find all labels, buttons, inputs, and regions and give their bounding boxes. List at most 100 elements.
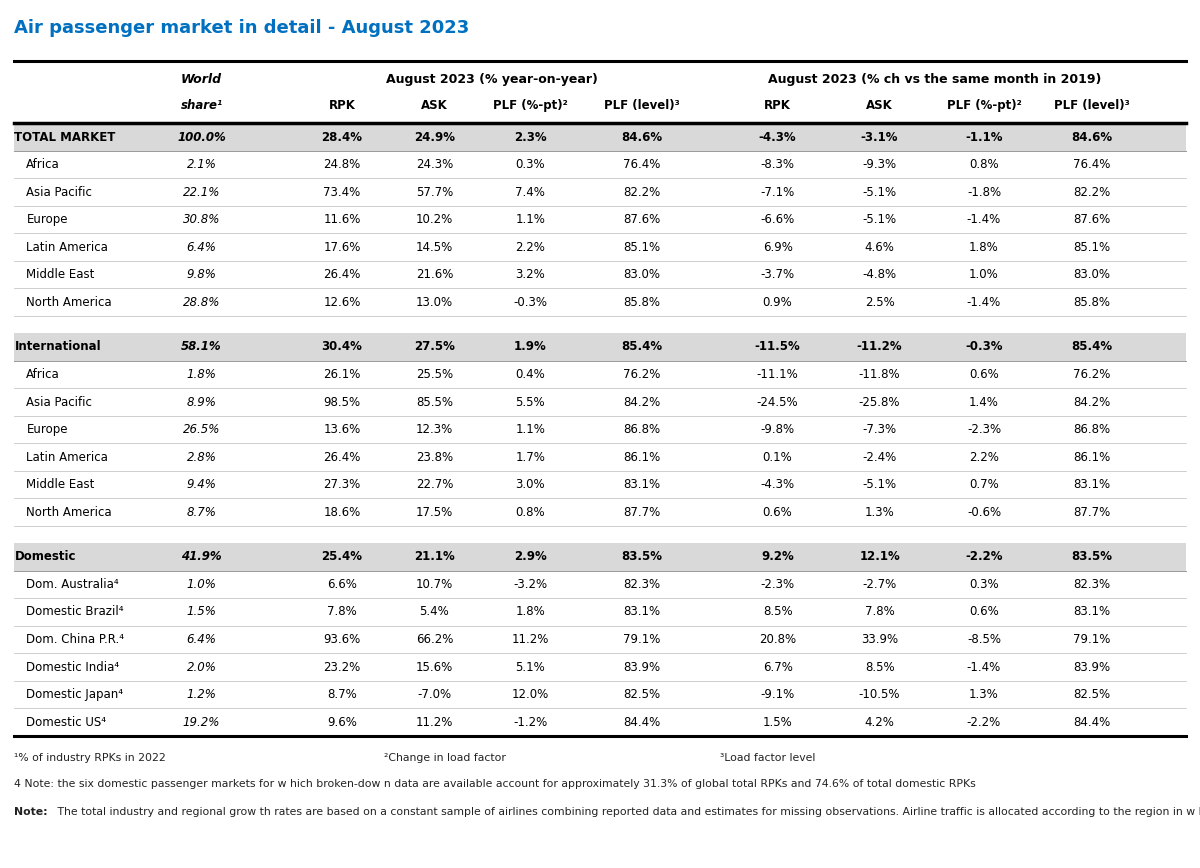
- Text: 76.4%: 76.4%: [623, 158, 661, 171]
- Text: 25.5%: 25.5%: [416, 368, 452, 381]
- Text: 83.1%: 83.1%: [624, 478, 660, 491]
- Text: 58.1%: 58.1%: [181, 340, 222, 353]
- Text: 9.6%: 9.6%: [328, 715, 356, 728]
- Text: 24.8%: 24.8%: [323, 158, 361, 171]
- Text: 73.4%: 73.4%: [323, 186, 361, 199]
- Text: -8.3%: -8.3%: [761, 158, 794, 171]
- Text: 0.1%: 0.1%: [763, 450, 792, 464]
- Text: 1.0%: 1.0%: [970, 268, 998, 281]
- Text: 85.8%: 85.8%: [1074, 296, 1110, 309]
- Text: -5.1%: -5.1%: [863, 213, 896, 226]
- Text: 1.1%: 1.1%: [516, 213, 545, 226]
- Text: -7.0%: -7.0%: [418, 688, 451, 701]
- Text: 2.1%: 2.1%: [187, 158, 216, 171]
- Text: 76.2%: 76.2%: [1073, 368, 1111, 381]
- Text: 1.3%: 1.3%: [970, 688, 998, 701]
- Text: 5.1%: 5.1%: [516, 661, 545, 674]
- Bar: [14, 543, 1186, 570]
- Text: 3.0%: 3.0%: [516, 478, 545, 491]
- Text: 2.2%: 2.2%: [516, 240, 545, 253]
- Text: -7.3%: -7.3%: [863, 423, 896, 436]
- Text: Air passenger market in detail - August 2023: Air passenger market in detail - August …: [14, 19, 469, 36]
- Text: 2.2%: 2.2%: [970, 450, 998, 464]
- Text: 10.2%: 10.2%: [415, 213, 454, 226]
- Text: 17.5%: 17.5%: [415, 505, 454, 518]
- Text: 86.8%: 86.8%: [1074, 423, 1110, 436]
- Text: 12.3%: 12.3%: [415, 423, 454, 436]
- Text: International: International: [14, 340, 101, 353]
- Text: 1.1%: 1.1%: [516, 423, 545, 436]
- Text: -9.3%: -9.3%: [863, 158, 896, 171]
- Text: -1.4%: -1.4%: [967, 661, 1001, 674]
- Text: 83.0%: 83.0%: [624, 268, 660, 281]
- Text: share¹: share¹: [180, 100, 223, 112]
- Text: 4 Note: the six domestic passenger markets for w hich broken-dow n data are avai: 4 Note: the six domestic passenger marke…: [14, 779, 976, 789]
- Text: PLF (level)³: PLF (level)³: [604, 100, 680, 112]
- Text: ASK: ASK: [421, 100, 448, 112]
- Text: Domestic India⁴: Domestic India⁴: [26, 661, 120, 674]
- Text: Africa: Africa: [26, 368, 60, 381]
- Text: 11.6%: 11.6%: [323, 213, 361, 226]
- Text: Europe: Europe: [26, 423, 68, 436]
- Text: -24.5%: -24.5%: [757, 396, 798, 409]
- Text: -3.2%: -3.2%: [514, 578, 547, 591]
- Text: August 2023 (% year-on-year): August 2023 (% year-on-year): [386, 74, 598, 86]
- Text: 82.3%: 82.3%: [1074, 578, 1110, 591]
- Text: 1.0%: 1.0%: [187, 578, 216, 591]
- Text: -0.3%: -0.3%: [965, 340, 1003, 353]
- Text: 1.8%: 1.8%: [970, 240, 998, 253]
- Text: -5.1%: -5.1%: [863, 478, 896, 491]
- Text: Africa: Africa: [26, 158, 60, 171]
- Text: -10.5%: -10.5%: [859, 688, 900, 701]
- Text: 76.2%: 76.2%: [623, 368, 661, 381]
- Text: 22.1%: 22.1%: [182, 186, 221, 199]
- Text: -4.8%: -4.8%: [863, 268, 896, 281]
- Text: 85.5%: 85.5%: [416, 396, 452, 409]
- Text: 10.7%: 10.7%: [415, 578, 454, 591]
- Text: -9.1%: -9.1%: [761, 688, 794, 701]
- Text: -1.4%: -1.4%: [967, 296, 1001, 309]
- Text: 21.6%: 21.6%: [415, 268, 454, 281]
- Text: 66.2%: 66.2%: [415, 633, 454, 646]
- Text: 82.2%: 82.2%: [1073, 186, 1111, 199]
- Text: 0.8%: 0.8%: [970, 158, 998, 171]
- Text: 0.9%: 0.9%: [763, 296, 792, 309]
- Text: -25.8%: -25.8%: [859, 396, 900, 409]
- Text: -4.3%: -4.3%: [758, 130, 797, 143]
- Text: August 2023 (% ch vs the same month in 2019): August 2023 (% ch vs the same month in 2…: [768, 74, 1102, 86]
- Text: 1.5%: 1.5%: [187, 606, 216, 619]
- Text: 87.6%: 87.6%: [623, 213, 661, 226]
- Text: 15.6%: 15.6%: [415, 661, 454, 674]
- Text: Asia Pacific: Asia Pacific: [26, 186, 92, 199]
- Text: ASK: ASK: [866, 100, 893, 112]
- Text: 0.3%: 0.3%: [970, 578, 998, 591]
- Text: -11.8%: -11.8%: [859, 368, 900, 381]
- Text: 27.3%: 27.3%: [323, 478, 361, 491]
- Text: Domestic US⁴: Domestic US⁴: [26, 715, 107, 728]
- Text: 85.4%: 85.4%: [622, 340, 662, 353]
- Text: -11.5%: -11.5%: [755, 340, 800, 353]
- Text: 21.1%: 21.1%: [414, 550, 455, 563]
- Text: 5.5%: 5.5%: [516, 396, 545, 409]
- Text: -0.3%: -0.3%: [514, 296, 547, 309]
- Text: 7.8%: 7.8%: [328, 606, 356, 619]
- Text: 85.8%: 85.8%: [624, 296, 660, 309]
- Text: North America: North America: [26, 505, 112, 518]
- Text: 1.8%: 1.8%: [187, 368, 216, 381]
- Text: 84.6%: 84.6%: [1072, 130, 1112, 143]
- Text: 6.9%: 6.9%: [763, 240, 792, 253]
- Text: 79.1%: 79.1%: [623, 633, 661, 646]
- Text: 26.1%: 26.1%: [323, 368, 361, 381]
- Text: 87.7%: 87.7%: [1073, 505, 1111, 518]
- Text: 3.2%: 3.2%: [516, 268, 545, 281]
- Text: The total industry and regional grow th rates are based on a constant sample of : The total industry and regional grow th …: [54, 807, 1200, 817]
- Text: Asia Pacific: Asia Pacific: [26, 396, 92, 409]
- Text: 6.4%: 6.4%: [187, 240, 216, 253]
- Text: 79.1%: 79.1%: [1073, 633, 1111, 646]
- Text: 0.3%: 0.3%: [516, 158, 545, 171]
- Text: 83.9%: 83.9%: [624, 661, 660, 674]
- Text: -5.1%: -5.1%: [863, 186, 896, 199]
- Text: 86.1%: 86.1%: [1073, 450, 1111, 464]
- Text: 86.1%: 86.1%: [623, 450, 661, 464]
- Text: -11.1%: -11.1%: [757, 368, 798, 381]
